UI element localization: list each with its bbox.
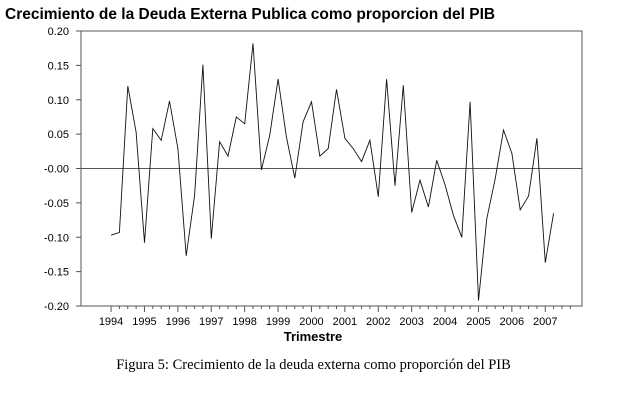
y-tick-label: -0.15	[44, 267, 69, 279]
chart-title: Crecimiento de la Deuda Externa Publica …	[5, 6, 495, 23]
y-tick-label: 0.05	[48, 129, 69, 141]
y-tick-label: -0.20	[44, 301, 69, 313]
figure-caption: Figura 5: Crecimiento de la deuda extern…	[116, 357, 511, 373]
y-tick-label: 0.10	[48, 95, 69, 107]
x-tick-label: 2001	[333, 316, 357, 328]
x-tick-label: 2006	[500, 316, 524, 328]
x-tick-label: 2007	[533, 316, 557, 328]
series-line	[110, 43, 555, 301]
y-tick-label: -0.00	[44, 164, 69, 176]
x-tick-label: 1997	[199, 316, 223, 328]
y-tick-label: -0.10	[44, 232, 69, 244]
x-tick-label: 1996	[166, 316, 190, 328]
x-axis-label: Trimestre	[284, 329, 343, 344]
x-tick-label: 2005	[466, 316, 490, 328]
x-tick-label: 1994	[99, 316, 123, 328]
x-tick-label: 1999	[266, 316, 290, 328]
x-tick-label: 2000	[299, 316, 323, 328]
y-tick-label: -0.05	[44, 198, 69, 210]
x-tick-label: 1998	[232, 316, 256, 328]
x-tick-label: 2004	[433, 316, 457, 328]
x-tick-label: 2003	[399, 316, 423, 328]
y-tick-label: 0.20	[48, 26, 69, 38]
y-tick-label: 0.15	[48, 60, 69, 72]
x-tick-label: 1995	[132, 316, 156, 328]
x-tick-label: 2002	[366, 316, 390, 328]
